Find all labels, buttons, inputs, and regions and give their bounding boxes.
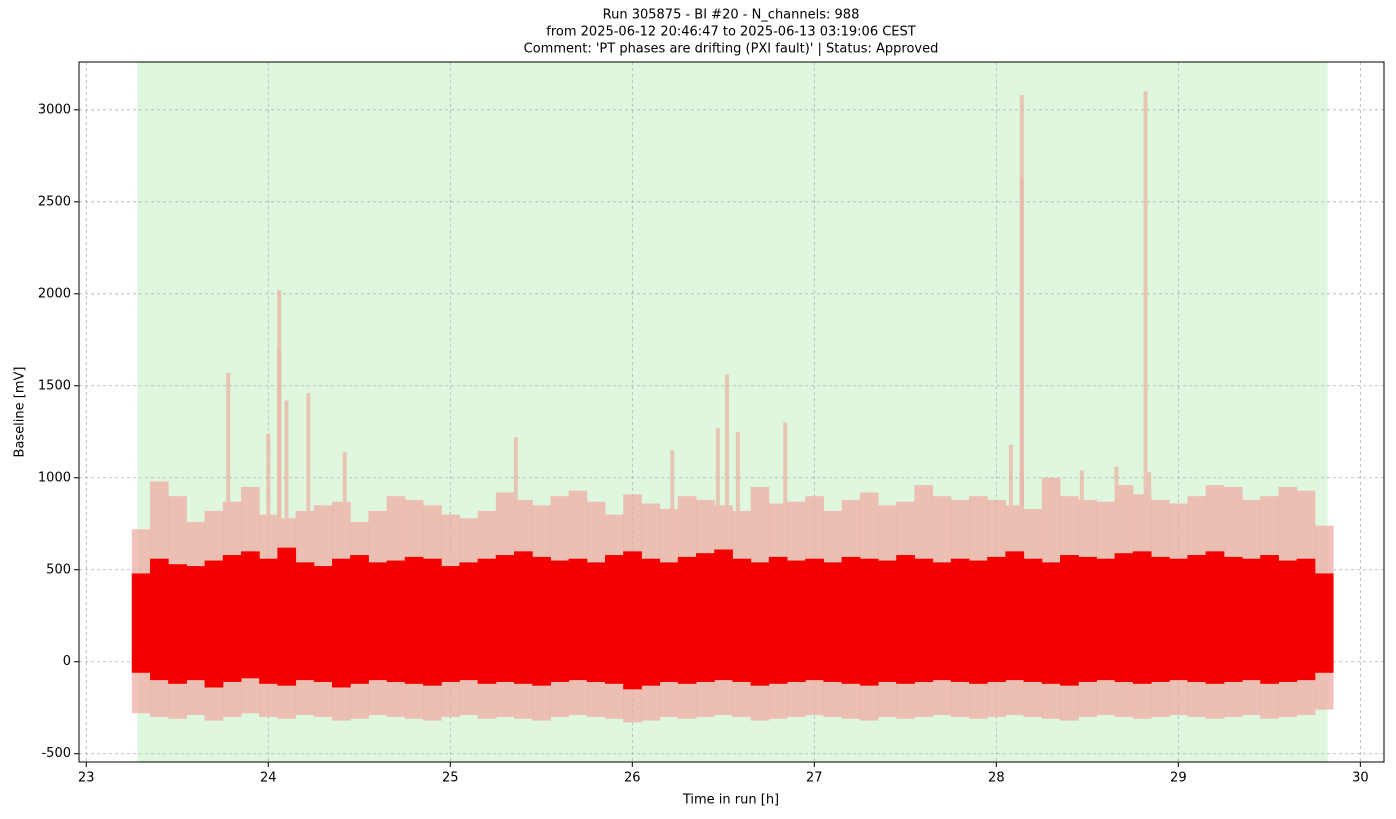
channel-band <box>841 556 861 684</box>
channel-band <box>168 564 187 684</box>
title-line: from 2025-06-12 20:46:47 to 2025-06-13 0… <box>546 25 916 40</box>
channel-band <box>732 558 752 682</box>
channel-band <box>1023 558 1043 682</box>
channel-band <box>914 558 934 682</box>
channel-band <box>1314 573 1334 673</box>
y-tick-label: 2000 <box>38 286 71 301</box>
channel-band <box>514 551 533 684</box>
channel-band <box>313 566 333 682</box>
channel-band <box>1060 555 1079 686</box>
channel-band <box>823 562 843 682</box>
channel-band <box>350 555 369 684</box>
channel-band <box>641 558 661 686</box>
channel-band <box>896 555 915 684</box>
channel-band <box>259 558 278 684</box>
channel-band <box>1242 558 1261 681</box>
channel-band <box>441 566 460 682</box>
channel-band <box>1187 555 1207 682</box>
channel-band <box>932 562 952 681</box>
channel-band <box>459 562 479 681</box>
channel-band <box>240 551 260 679</box>
x-tick-label: 26 <box>624 771 641 786</box>
channel-band <box>1151 556 1170 682</box>
channel-band <box>222 555 242 682</box>
channel-band <box>1005 551 1025 681</box>
y-tick-label: 0 <box>63 654 71 669</box>
x-tick-label: 23 <box>78 771 95 786</box>
channel-band <box>714 549 733 681</box>
channel-band <box>878 560 897 682</box>
channel-band <box>477 558 497 684</box>
channel-band <box>605 555 624 684</box>
y-tick-label: 1500 <box>38 378 71 393</box>
channel-band <box>1132 551 1152 684</box>
channel-band <box>696 553 715 682</box>
title-line: Comment: 'PT phases are drifting (PXI fa… <box>524 42 939 57</box>
channel-band <box>859 558 879 686</box>
x-tick-label: 25 <box>442 771 459 786</box>
channel-band <box>532 556 551 686</box>
channel-band <box>969 560 988 684</box>
channel-band <box>659 562 679 682</box>
channel-band <box>987 556 1006 682</box>
channel-band <box>1278 560 1298 682</box>
x-tick-label: 29 <box>1170 771 1187 786</box>
channel-band <box>950 558 970 682</box>
channel-band <box>495 555 515 682</box>
y-axis-label: Baseline [mV] <box>13 367 28 458</box>
y-tick-label: 500 <box>46 562 71 577</box>
y-tick-label: 3000 <box>38 102 71 117</box>
x-tick-label: 28 <box>988 771 1005 786</box>
channel-band <box>404 556 424 684</box>
channel-band <box>768 556 788 684</box>
channel-band <box>1096 558 1116 681</box>
channel-band <box>750 562 770 686</box>
channel-band <box>331 558 351 688</box>
channel-band <box>787 560 806 682</box>
channel-band <box>1041 562 1061 684</box>
channel-band <box>277 547 297 686</box>
channel-band <box>422 558 442 686</box>
channel-band <box>677 556 697 684</box>
x-axis-label: Time in run [h] <box>682 793 779 808</box>
channel-band <box>1205 551 1225 684</box>
x-tick-label: 24 <box>260 771 277 786</box>
channel-band <box>149 558 169 681</box>
channel-band <box>1169 558 1188 681</box>
channel-band <box>204 560 224 688</box>
channel-band <box>295 562 315 681</box>
channel-band <box>550 560 570 682</box>
channel-band <box>386 560 406 682</box>
plot-frame <box>78 61 1385 763</box>
y-tick-label: 2500 <box>38 194 71 209</box>
channel-band <box>1296 558 1316 681</box>
channel-band <box>368 562 388 681</box>
x-tick-label: 27 <box>806 771 823 786</box>
channel-band <box>186 566 206 681</box>
channel-band <box>1078 556 1097 682</box>
channel-band <box>623 551 642 690</box>
channel-band <box>568 558 588 681</box>
y-tick-label: -500 <box>41 746 71 761</box>
channel-band <box>805 558 824 681</box>
y-tick-label: 1000 <box>38 470 71 485</box>
channel-band <box>131 573 151 673</box>
title-line: Run 305875 - BI #20 - N_channels: 988 <box>603 8 860 23</box>
channel-band <box>1114 553 1134 682</box>
x-tick-label: 30 <box>1352 771 1369 786</box>
channel-band <box>1260 555 1279 684</box>
channel-band <box>586 562 606 682</box>
channel-band <box>1223 556 1243 682</box>
